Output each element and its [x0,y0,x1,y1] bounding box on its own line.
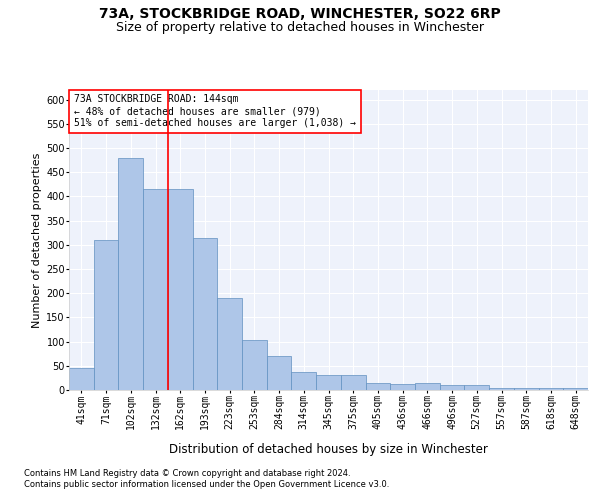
Bar [464,385,489,390]
Bar [316,376,341,390]
Bar [539,388,563,390]
Bar [341,376,365,390]
Bar [415,382,440,390]
Bar [143,189,168,390]
Bar [94,240,118,390]
Y-axis label: Number of detached properties: Number of detached properties [32,152,42,328]
Bar [242,340,267,390]
Text: Size of property relative to detached houses in Winchester: Size of property relative to detached ho… [116,21,484,34]
Bar [440,384,464,390]
Bar [563,388,588,390]
Bar [267,356,292,390]
Bar [69,368,94,390]
Bar [489,388,514,390]
Text: Contains HM Land Registry data © Crown copyright and database right 2024.: Contains HM Land Registry data © Crown c… [24,468,350,477]
Text: Distribution of detached houses by size in Winchester: Distribution of detached houses by size … [169,442,488,456]
Bar [193,238,217,390]
Bar [514,388,539,390]
Bar [292,372,316,390]
Bar [390,384,415,390]
Bar [217,298,242,390]
Text: 73A, STOCKBRIDGE ROAD, WINCHESTER, SO22 6RP: 73A, STOCKBRIDGE ROAD, WINCHESTER, SO22 … [99,8,501,22]
Bar [118,158,143,390]
Bar [365,383,390,390]
Text: 73A STOCKBRIDGE ROAD: 144sqm
← 48% of detached houses are smaller (979)
51% of s: 73A STOCKBRIDGE ROAD: 144sqm ← 48% of de… [74,94,356,128]
Text: Contains public sector information licensed under the Open Government Licence v3: Contains public sector information licen… [24,480,389,489]
Bar [168,189,193,390]
